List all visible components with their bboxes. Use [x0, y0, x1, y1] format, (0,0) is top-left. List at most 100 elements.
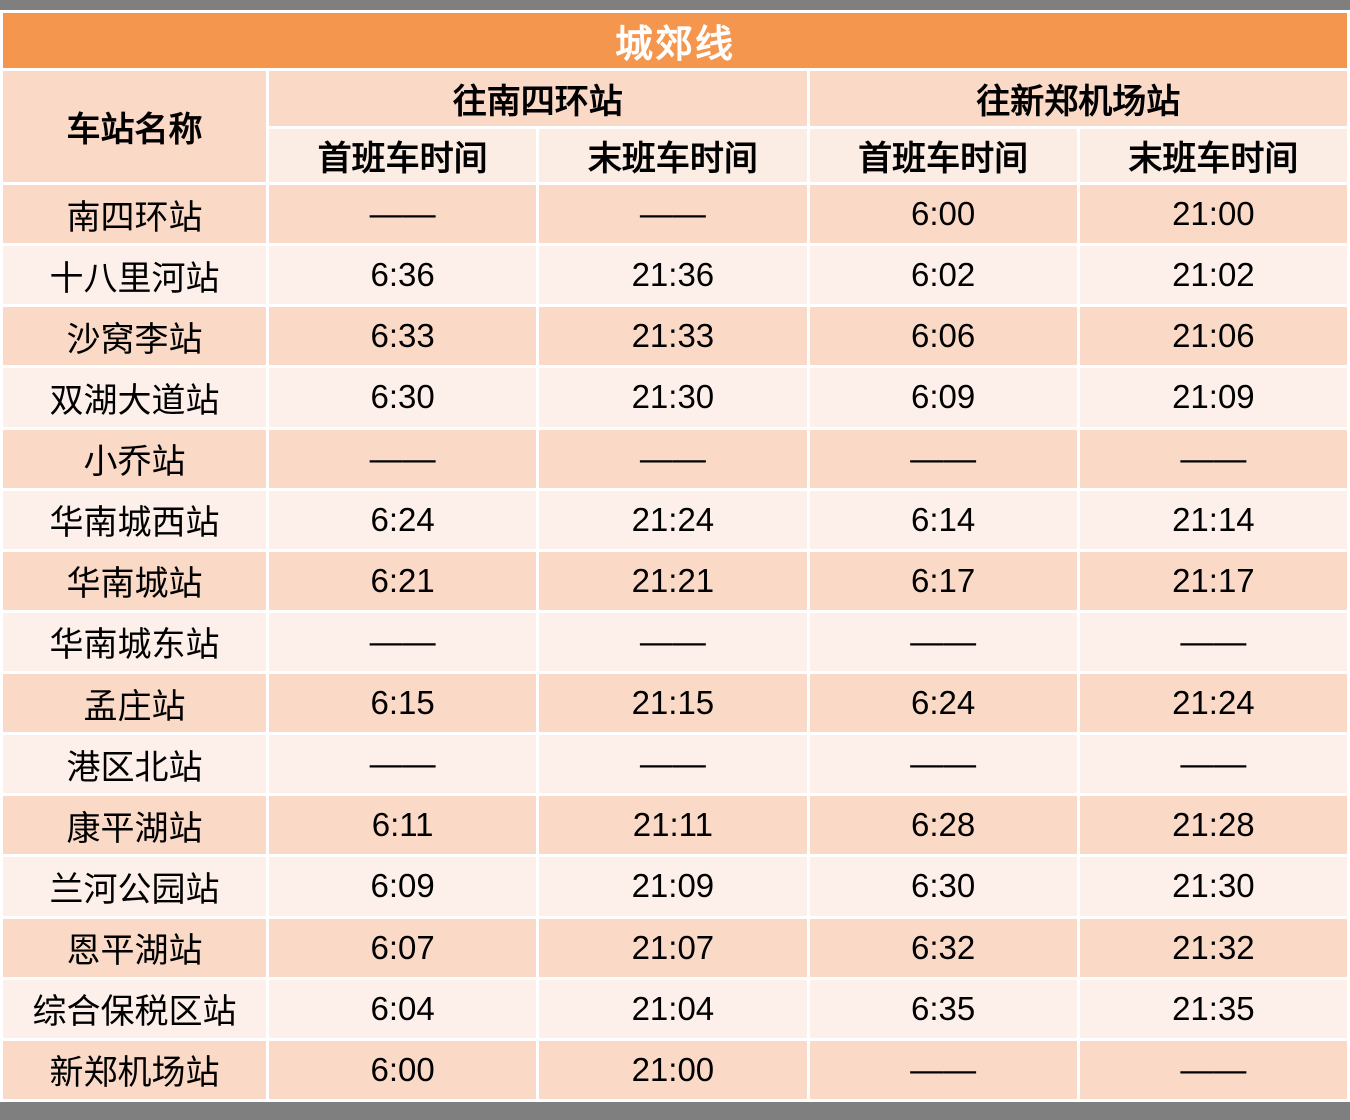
station-name-cell: 沙窝李站 — [3, 307, 266, 366]
station-name-cell: 华南城站 — [3, 551, 266, 610]
table-row: 港区北站 —— —— —— —— — [3, 735, 1347, 794]
station-name-cell: 兰河公园站 — [3, 857, 266, 916]
station-name-cell: 华南城东站 — [3, 612, 266, 671]
last-train-header-nansihuan: 末班车时间 — [539, 129, 807, 182]
time-cell: —— — [269, 185, 537, 244]
table-row: 沙窝李站 6:33 21:33 6:06 21:06 — [3, 307, 1347, 366]
time-cell: 6:35 — [809, 979, 1077, 1038]
time-cell: —— — [269, 429, 537, 488]
time-cell: 6:36 — [269, 246, 537, 305]
table-row: 华南城东站 —— —— —— —— — [3, 612, 1347, 671]
time-cell: 21:00 — [1079, 185, 1347, 244]
time-cell: 6:32 — [809, 918, 1077, 977]
time-cell: 21:35 — [1079, 979, 1347, 1038]
station-name-cell: 小乔站 — [3, 429, 266, 488]
time-cell: 6:33 — [269, 307, 537, 366]
table-row: 南四环站 —— —— 6:00 21:00 — [3, 185, 1347, 244]
time-cell: 6:07 — [269, 918, 537, 977]
station-name-cell: 恩平湖站 — [3, 918, 266, 977]
station-name-cell: 南四环站 — [3, 185, 266, 244]
time-cell: 6:17 — [809, 551, 1077, 610]
direction-header-nansihuan: 往南四环站 — [269, 71, 807, 126]
station-name-cell: 港区北站 — [3, 735, 266, 794]
time-cell: 21:28 — [1079, 796, 1347, 855]
time-cell: 6:24 — [809, 674, 1077, 733]
time-cell: —— — [539, 429, 807, 488]
time-cell: 21:09 — [539, 857, 807, 916]
time-cell: 6:24 — [269, 490, 537, 549]
time-cell: —— — [1079, 735, 1347, 794]
table-row: 兰河公园站 6:09 21:09 6:30 21:30 — [3, 857, 1347, 916]
time-cell: 6:09 — [809, 368, 1077, 427]
time-cell: 21:33 — [539, 307, 807, 366]
table-row: 孟庄站 6:15 21:15 6:24 21:24 — [3, 674, 1347, 733]
direction-header-xinzheng-airport: 往新郑机场站 — [809, 71, 1347, 126]
time-cell: 6:02 — [809, 246, 1077, 305]
time-cell: 6:15 — [269, 674, 537, 733]
table-row: 小乔站 —— —— —— —— — [3, 429, 1347, 488]
time-cell: 21:24 — [1079, 674, 1347, 733]
suburban-line-timetable: 城郊线 车站名称 往南四环站 往新郑机场站 首班车时间 末班车时间 首班车时间 … — [0, 10, 1350, 1102]
time-cell: —— — [809, 1040, 1077, 1099]
station-name-cell: 华南城西站 — [3, 490, 266, 549]
station-name-cell: 孟庄站 — [3, 674, 266, 733]
time-cell: 21:30 — [539, 368, 807, 427]
table-row: 综合保税区站 6:04 21:04 6:35 21:35 — [3, 979, 1347, 1038]
time-cell: 6:00 — [809, 185, 1077, 244]
table-row: 双湖大道站 6:30 21:30 6:09 21:09 — [3, 368, 1347, 427]
time-cell: 6:30 — [269, 368, 537, 427]
direction-header-row: 车站名称 往南四环站 往新郑机场站 — [3, 71, 1347, 182]
time-cell: 21:02 — [1079, 246, 1347, 305]
time-cell: —— — [539, 735, 807, 794]
time-cell: —— — [1079, 612, 1347, 671]
bottom-gray-bar — [0, 1102, 1350, 1120]
station-name-cell: 综合保税区站 — [3, 979, 266, 1038]
table-row: 新郑机场站 6:00 21:00 —— —— — [3, 1040, 1347, 1099]
time-cell: —— — [809, 429, 1077, 488]
station-name-header: 车站名称 — [3, 71, 266, 182]
table-row: 华南城西站 6:24 21:24 6:14 21:14 — [3, 490, 1347, 549]
title-row: 城郊线 — [3, 13, 1347, 68]
station-name-cell: 十八里河站 — [3, 246, 266, 305]
time-cell: —— — [539, 612, 807, 671]
time-cell: —— — [539, 185, 807, 244]
time-cell: 6:14 — [809, 490, 1077, 549]
station-name-cell: 康平湖站 — [3, 796, 266, 855]
time-cell: —— — [809, 735, 1077, 794]
time-cell: 21:06 — [1079, 307, 1347, 366]
time-cell: 21:09 — [1079, 368, 1347, 427]
station-name-cell: 新郑机场站 — [3, 1040, 266, 1099]
first-train-header-nansihuan: 首班车时间 — [269, 129, 537, 182]
time-cell: 6:30 — [809, 857, 1077, 916]
table-row: 恩平湖站 6:07 21:07 6:32 21:32 — [3, 918, 1347, 977]
time-cell: 6:06 — [809, 307, 1077, 366]
time-cell: 21:00 — [539, 1040, 807, 1099]
time-cell: —— — [269, 612, 537, 671]
time-cell: 21:11 — [539, 796, 807, 855]
time-cell: 6:04 — [269, 979, 537, 1038]
time-cell: 6:21 — [269, 551, 537, 610]
time-cell: 6:09 — [269, 857, 537, 916]
time-cell: 21:24 — [539, 490, 807, 549]
time-cell: —— — [1079, 429, 1347, 488]
table-row: 康平湖站 6:11 21:11 6:28 21:28 — [3, 796, 1347, 855]
time-cell: —— — [809, 612, 1077, 671]
table-row: 华南城站 6:21 21:21 6:17 21:17 — [3, 551, 1347, 610]
time-cell: 6:28 — [809, 796, 1077, 855]
time-cell: 21:17 — [1079, 551, 1347, 610]
subheader-row: 首班车时间 末班车时间 首班车时间 末班车时间 — [3, 129, 1347, 182]
line-title: 城郊线 — [3, 13, 1347, 68]
time-cell: —— — [1079, 1040, 1347, 1099]
time-cell: 21:21 — [539, 551, 807, 610]
top-gray-bar — [0, 0, 1350, 10]
time-cell: —— — [269, 735, 537, 794]
time-cell: 21:30 — [1079, 857, 1347, 916]
table-row: 十八里河站 6:36 21:36 6:02 21:02 — [3, 246, 1347, 305]
time-cell: 21:36 — [539, 246, 807, 305]
time-cell: 6:00 — [269, 1040, 537, 1099]
time-cell: 21:15 — [539, 674, 807, 733]
time-cell: 21:07 — [539, 918, 807, 977]
station-name-cell: 双湖大道站 — [3, 368, 266, 427]
first-train-header-airport: 首班车时间 — [809, 129, 1077, 182]
